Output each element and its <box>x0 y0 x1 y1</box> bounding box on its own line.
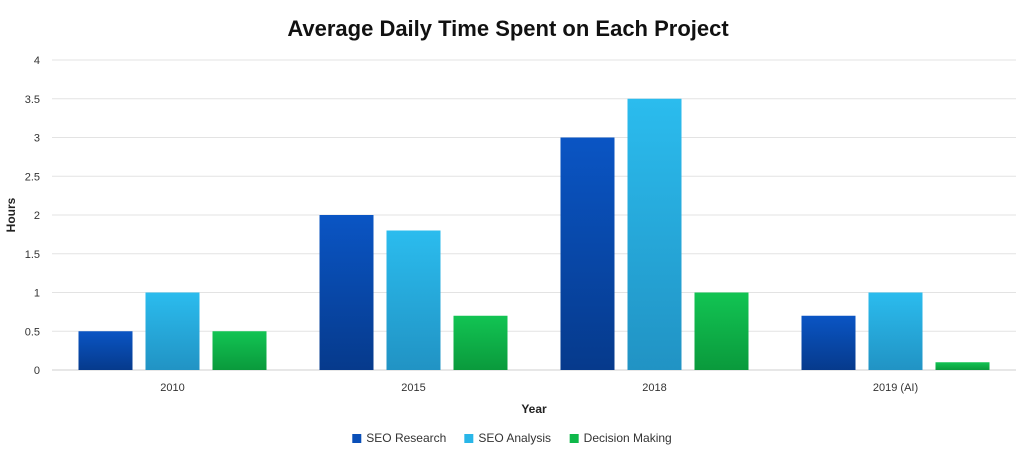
x-tick-label: 2018 <box>642 382 666 394</box>
y-axis-ticks: 0 0.5 1 1.5 2 2.5 3 3.5 4 <box>25 55 40 377</box>
x-axis-ticks: 2010 2015 2018 2019 (AI) <box>160 382 918 394</box>
legend-swatch <box>464 434 474 443</box>
y-tick-label: 0.5 <box>25 326 40 338</box>
y-tick-label: 1.5 <box>25 249 40 261</box>
bar-seo-analysis-2015 <box>386 230 441 370</box>
legend-swatch <box>352 434 362 443</box>
bar-decision-making-2018 <box>694 292 749 370</box>
bar-decision-making-2015 <box>453 315 508 370</box>
y-tick-label: 3.5 <box>25 94 40 106</box>
bars <box>78 98 990 370</box>
x-tick-label: 2019 (AI) <box>873 382 918 394</box>
bar-seo-research-2018 <box>560 137 615 370</box>
y-axis-title: Hours <box>4 197 18 232</box>
legend-item: SEO Research <box>352 431 446 445</box>
legend-swatch <box>569 434 579 443</box>
legend-label: Decision Making <box>584 431 672 445</box>
x-axis-title: Year <box>521 402 547 416</box>
legend: SEO Research SEO Analysis Decision Making <box>352 431 672 445</box>
legend-label: SEO Research <box>366 431 446 445</box>
y-tick-label: 0 <box>34 365 40 377</box>
bar-decision-making-2019-ai <box>935 362 990 370</box>
bar-decision-making-2010 <box>212 331 267 370</box>
bar-seo-analysis-2018 <box>627 98 682 370</box>
y-tick-label: 2 <box>34 210 40 222</box>
bar-seo-analysis-2010 <box>145 292 200 370</box>
y-tick-label: 4 <box>34 55 40 67</box>
bar-seo-analysis-2019-ai <box>868 292 923 370</box>
bar-seo-research-2019-ai <box>801 315 856 370</box>
chart-title: Average Daily Time Spent on Each Project <box>287 16 729 41</box>
y-tick-label: 1 <box>34 288 40 300</box>
y-tick-label: 2.5 <box>25 171 40 183</box>
y-tick-label: 3 <box>34 133 40 145</box>
bar-seo-research-2010 <box>78 331 133 370</box>
bar-seo-research-2015 <box>319 215 374 370</box>
x-tick-label: 2010 <box>160 382 184 394</box>
legend-item: SEO Analysis <box>464 431 551 445</box>
legend-label: SEO Analysis <box>478 431 551 445</box>
x-tick-label: 2015 <box>401 382 425 394</box>
legend-item: Decision Making <box>569 431 672 445</box>
